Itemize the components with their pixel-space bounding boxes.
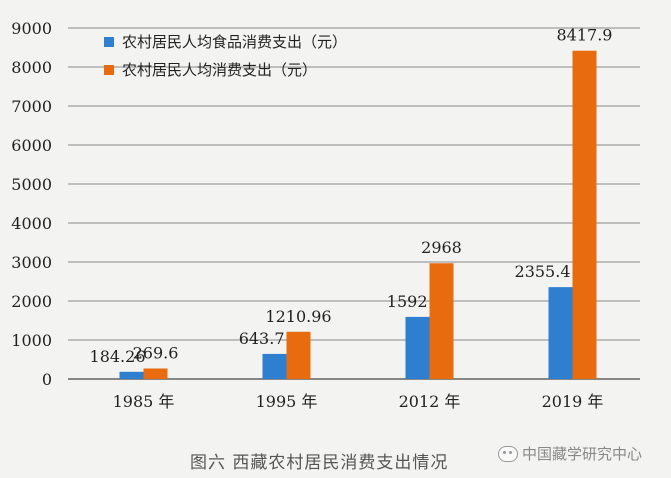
y-tick-label: 1000 [11, 331, 52, 350]
bar-food [119, 371, 144, 379]
y-tick-label: 4000 [11, 214, 52, 233]
bar-total [286, 331, 311, 379]
x-tick-label: 2019 年 [542, 392, 604, 411]
legend-swatch [104, 37, 114, 47]
watermark-text: 中国藏学研究中心 [522, 445, 643, 463]
y-tick-label: 8000 [11, 58, 52, 77]
data-label: 2355.4 [515, 262, 571, 281]
bar-total [143, 368, 168, 379]
wechat-icon [498, 445, 518, 462]
x-tick-label: 1995 年 [256, 392, 318, 411]
x-tick-label: 1985 年 [113, 392, 175, 411]
data-label: 8417.9 [557, 26, 613, 45]
data-label: 2968 [421, 238, 462, 257]
x-tick-label: 2012 年 [399, 392, 461, 411]
bar-food [405, 316, 430, 379]
data-label: 1210.96 [265, 307, 331, 326]
chart-caption: 图六 西藏农村居民消费支出情况 [190, 453, 449, 473]
bar-food [548, 287, 573, 379]
y-tick-label: 7000 [11, 97, 52, 116]
data-label: 184.26 [90, 347, 146, 366]
data-label: 269.6 [133, 343, 179, 362]
legend-swatch [104, 65, 114, 75]
data-label: 1592 [387, 292, 428, 311]
y-tick-label: 2000 [11, 292, 52, 311]
y-tick-label: 3000 [11, 253, 52, 272]
y-tick-label: 6000 [11, 136, 52, 155]
bar-food [262, 353, 287, 379]
legend-label: 农村居民人均消费支出（元） [122, 61, 317, 79]
legend-label: 农村居民人均食品消费支出（元） [122, 33, 347, 51]
watermark: 中国藏学研究中心 [498, 443, 642, 464]
data-label: 643.7 [239, 329, 285, 348]
y-tick-label: 9000 [11, 19, 52, 38]
bar-total [572, 50, 597, 379]
y-tick-label: 5000 [11, 175, 52, 194]
bar-total [429, 263, 454, 379]
y-tick-label: 0 [42, 370, 52, 389]
